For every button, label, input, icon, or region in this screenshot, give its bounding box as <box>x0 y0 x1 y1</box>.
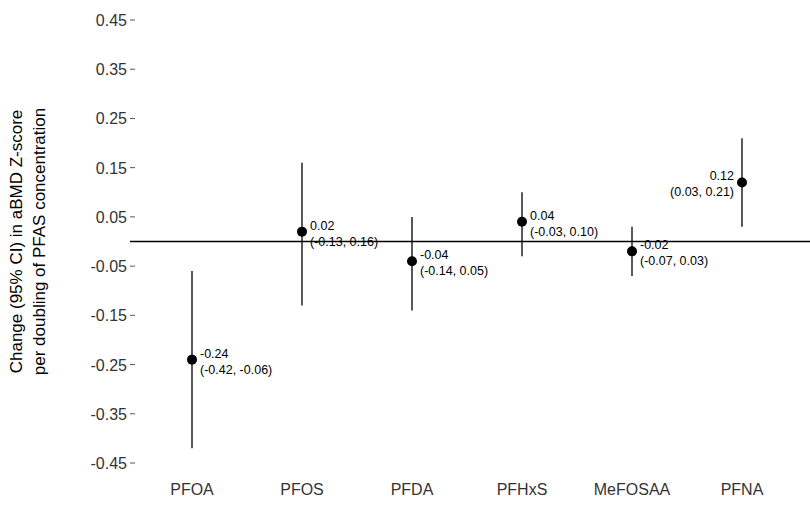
data-label: -0.24 <box>200 347 229 361</box>
y-tick <box>130 364 135 365</box>
ci-label: (-0.03, 0.10) <box>530 225 598 239</box>
y-tick <box>130 413 135 414</box>
ci-label: (0.03, 0.21) <box>670 185 734 199</box>
x-tick-label: PFOS <box>280 481 324 498</box>
x-tick-label: MeFOSAA <box>594 481 671 498</box>
y-tick <box>130 216 135 217</box>
y-tick-label: -0.35 <box>91 406 128 423</box>
marks <box>187 138 747 448</box>
x-tick-label: PFOA <box>170 481 214 498</box>
y-tick <box>130 463 135 464</box>
y-tick <box>130 118 135 119</box>
ci-label: (-0.14, 0.05) <box>420 264 488 278</box>
y-axis-label: Change (95% CI) in aBMD Z-score <box>7 110 26 374</box>
x-tick-label: PFNA <box>721 481 764 498</box>
data-label: 0.12 <box>710 169 734 183</box>
data-label: 0.04 <box>530 209 554 223</box>
point <box>187 355 197 365</box>
y-tick <box>130 315 135 316</box>
point <box>297 227 307 237</box>
y-tick <box>130 20 135 21</box>
y-tick <box>130 69 135 70</box>
y-tick-label: 0.45 <box>96 12 127 29</box>
ci-label: (-0.42, -0.06) <box>200 363 272 377</box>
y-tick <box>130 266 135 267</box>
y-tick-label: -0.45 <box>91 455 128 472</box>
data-label: -0.02 <box>640 238 669 252</box>
x-tick-label: PFHxS <box>497 481 548 498</box>
point <box>737 177 747 187</box>
data-label: -0.04 <box>420 248 449 262</box>
y-tick-label: -0.15 <box>91 307 128 324</box>
y-axis-label: per doubling of PFAS concentration <box>30 108 49 375</box>
x-tick-label: PFDA <box>391 481 434 498</box>
y-tick-label: -0.25 <box>91 357 128 374</box>
y-tick-label: 0.05 <box>96 209 127 226</box>
y-tick-label: 0.25 <box>96 110 127 127</box>
point <box>517 217 527 227</box>
y-tick-label: 0.35 <box>96 61 127 78</box>
ci-label: (-0.13, 0.16) <box>310 235 378 249</box>
reference-line <box>130 241 810 243</box>
y-tick-label: -0.05 <box>91 258 128 275</box>
point <box>627 246 637 256</box>
y-tick <box>130 167 135 168</box>
ci-label: (-0.07, 0.03) <box>640 254 708 268</box>
y-tick-label: 0.15 <box>96 160 127 177</box>
data-label: 0.02 <box>310 219 334 233</box>
point <box>407 256 417 266</box>
